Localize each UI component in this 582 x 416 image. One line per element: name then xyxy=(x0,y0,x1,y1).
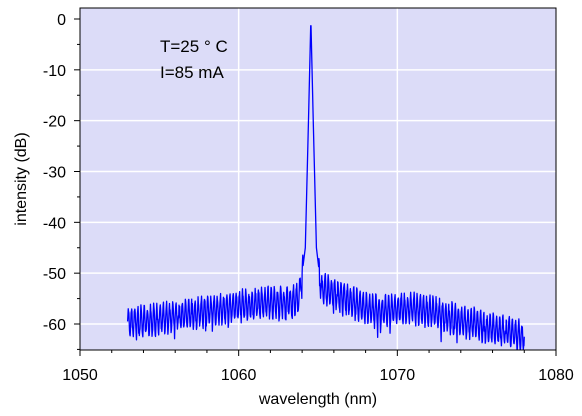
x-tick-marks xyxy=(79,350,557,356)
plot-background xyxy=(80,8,556,350)
x-tick-label: 1050 xyxy=(62,367,98,384)
x-axis-title: wavelength (nm) xyxy=(258,391,377,408)
x-tick-label: 1070 xyxy=(380,367,416,384)
spectrum-series-line xyxy=(126,25,525,351)
y-axis-title: intensity (dB) xyxy=(13,132,30,225)
y-tick-label: -50 xyxy=(43,266,66,283)
y-tick-label: -30 xyxy=(43,165,66,182)
annotation-current: I=85 mA xyxy=(160,63,224,82)
x-tick-label: 1060 xyxy=(221,367,257,384)
grid-lines xyxy=(80,8,556,350)
y-tick-label: -10 xyxy=(43,63,66,80)
x-tick-label: 1080 xyxy=(538,367,574,384)
y-tick-marks xyxy=(74,18,80,350)
y-tick-label: -40 xyxy=(43,215,66,232)
y-tick-label: -60 xyxy=(43,317,66,334)
plot-frame xyxy=(79,7,557,351)
y-tick-label: 0 xyxy=(57,12,66,29)
y-tick-label: -20 xyxy=(43,114,66,131)
annotation-temperature: T=25 ° C xyxy=(160,37,228,56)
